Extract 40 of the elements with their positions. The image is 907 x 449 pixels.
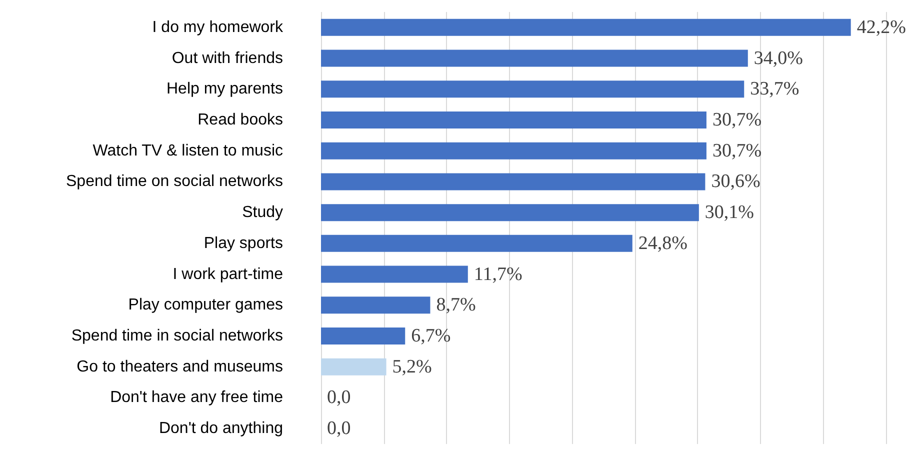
- bar: [321, 173, 706, 190]
- y-tick-label: Go to theaters and museums: [76, 358, 283, 376]
- bar: [321, 50, 748, 67]
- data-label: 0,0: [327, 387, 351, 408]
- bar: [321, 112, 706, 128]
- bar: [321, 204, 699, 222]
- data-label: 30,7%: [712, 110, 762, 130]
- bar: [321, 80, 744, 98]
- bar: [321, 328, 406, 344]
- data-label: 42,2%: [856, 16, 906, 38]
- y-tick-label: Out with friends: [172, 50, 283, 67]
- data-label: 6,7%: [411, 326, 451, 346]
- bar: [321, 296, 430, 314]
- bar: [321, 142, 706, 160]
- y-tick-label: Study: [242, 204, 283, 222]
- y-tick-label: Don't do anything: [158, 420, 283, 438]
- data-label: 0,0: [327, 418, 351, 440]
- y-tick-label: Read books: [198, 112, 283, 128]
- data-label: 8,7%: [436, 294, 476, 316]
- y-tick-label: Play sports: [204, 234, 283, 252]
- y-tick-label: I do my homework: [152, 18, 284, 36]
- bar: [321, 234, 632, 252]
- y-tick-label: Help my parents: [166, 80, 283, 98]
- data-label: 33,7%: [750, 78, 800, 100]
- y-tick-label: Spend time on social networks: [66, 173, 283, 190]
- bar: [321, 266, 468, 283]
- data-label: 30,1%: [704, 202, 754, 224]
- y-tick-label: Don't have any free time: [110, 389, 284, 406]
- bar: [321, 358, 386, 376]
- y-tick-label: Spend time in social networks: [71, 328, 283, 344]
- data-label: 24,8%: [638, 232, 688, 254]
- data-label: 5,2%: [392, 356, 432, 378]
- data-label: 30,6%: [711, 171, 760, 192]
- bar: [321, 18, 851, 36]
- y-tick-label: Watch TV & listen to music: [92, 142, 283, 160]
- y-tick-label: Play computer games: [128, 296, 283, 314]
- y-tick-label: I work part-time: [172, 266, 284, 283]
- data-label: 34,0%: [754, 48, 804, 69]
- data-label: 11,7%: [474, 264, 522, 285]
- data-label: 30,7%: [712, 140, 762, 162]
